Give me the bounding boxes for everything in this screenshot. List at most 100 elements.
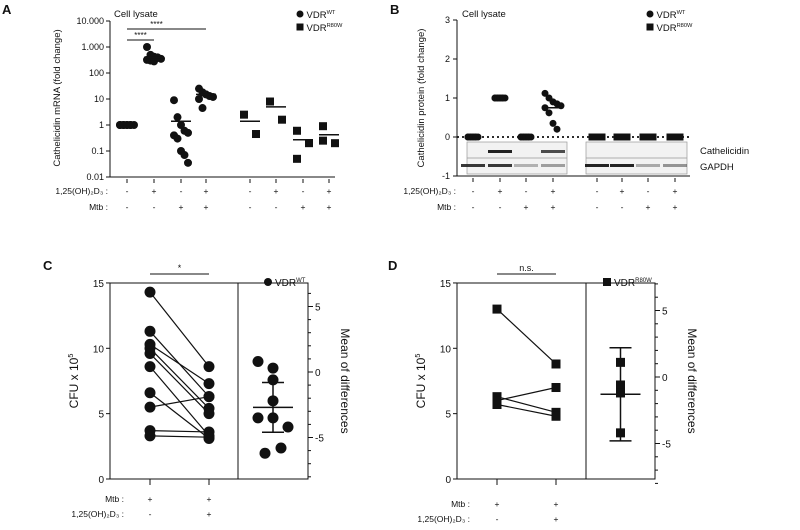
- data-point: [319, 136, 327, 145]
- treatment-sign-vitd: -: [647, 186, 650, 196]
- y-tick-label: 0: [445, 132, 450, 142]
- legend-label-r80w: VDRR80W: [614, 278, 652, 289]
- paired-line: [496, 403, 557, 417]
- data-point: [144, 430, 156, 442]
- treatment-sign-mtb: +: [204, 202, 209, 212]
- legend-label-wt: VDRWT: [657, 10, 686, 21]
- treatment-sign-vitd: -: [302, 186, 305, 196]
- data-point: [472, 133, 479, 141]
- treatment-sign-vitd: -: [496, 514, 499, 524]
- treatment-sign-mtb: -: [126, 202, 129, 212]
- data-point: [621, 133, 628, 141]
- data-point: [293, 126, 301, 135]
- legend-marker-circle: [264, 278, 272, 286]
- y-tick-label: 0.01: [86, 172, 104, 182]
- y-tick-label: 0: [98, 475, 104, 486]
- treatment-sign-mtb: +: [179, 202, 184, 212]
- difference-point: [267, 395, 279, 407]
- treatment-sign-vitd: +: [207, 509, 212, 519]
- data-point: [492, 400, 502, 410]
- paired-line: [149, 392, 210, 439]
- treatment-sign-mtb: +: [207, 494, 212, 504]
- data-point: [541, 89, 549, 97]
- data-point: [144, 401, 156, 413]
- gapdh-band: [585, 164, 609, 167]
- data-point: [203, 408, 215, 420]
- y2-axis-label: Mean of differences: [338, 328, 352, 433]
- treatment-sign-mtb: +: [327, 202, 332, 212]
- data-point: [170, 96, 178, 105]
- data-point: [647, 133, 654, 141]
- treatment-sign-mtb: -: [596, 202, 599, 212]
- paired-line: [149, 343, 210, 385]
- treatment-sign-vitd: +: [204, 186, 209, 196]
- data-point: [551, 411, 561, 421]
- legend-marker-circle: [296, 10, 304, 18]
- legend-marker-square: [296, 23, 304, 31]
- y2-tick-label: 0: [315, 368, 321, 379]
- treatment-label-mtb: Mtb :: [105, 494, 124, 504]
- data-point: [180, 151, 189, 160]
- data-point: [319, 122, 327, 131]
- significance-label: ****: [150, 20, 162, 29]
- y-tick-label: 3: [445, 15, 450, 25]
- y-axis-label: Cathelicidin mRNA (fold change): [52, 29, 63, 166]
- paired-line: [496, 386, 557, 402]
- treatment-sign-vitd: +: [551, 186, 556, 196]
- data-point: [596, 133, 603, 141]
- panel-label-a: A: [2, 2, 12, 17]
- gapdh-band: [610, 164, 634, 167]
- y2-tick-label: -5: [315, 434, 324, 445]
- paired-line: [149, 396, 210, 408]
- treatment-sign-mtb: -: [621, 202, 624, 212]
- blot-label-cathelicidin: Cathelicidin: [700, 146, 749, 157]
- y-tick-label: 15: [93, 279, 105, 290]
- data-point: [278, 115, 286, 124]
- chart-title: Cell lysate: [114, 9, 158, 20]
- data-point: [144, 286, 156, 298]
- y-tick-label: 2: [445, 54, 450, 64]
- data-point: [240, 110, 248, 119]
- gapdh-band: [636, 164, 660, 167]
- treatment-label-vitd: 1,25(OH)₂D₃ :: [71, 509, 124, 519]
- cathelicidin-band: [488, 150, 512, 153]
- paired-line: [496, 308, 557, 365]
- data-point: [126, 121, 135, 129]
- data-point: [553, 125, 561, 133]
- difference-point: [252, 412, 264, 424]
- data-point: [177, 121, 185, 129]
- significance-label: n.s.: [519, 263, 534, 273]
- difference-point: [616, 357, 625, 367]
- y-tick-label: 1: [445, 93, 450, 103]
- difference-point: [267, 362, 279, 374]
- legend-label-wt: VDRWT: [307, 10, 336, 21]
- treatment-sign-vitd: +: [620, 186, 625, 196]
- treatment-sign-vitd: -: [249, 186, 252, 196]
- data-point: [144, 325, 156, 337]
- treatment-sign-mtb: -: [249, 202, 252, 212]
- treatment-sign-mtb: +: [301, 202, 306, 212]
- data-point: [203, 361, 215, 373]
- treatment-sign-mtb: +: [524, 202, 529, 212]
- gapdh-band: [663, 164, 687, 167]
- data-point: [144, 361, 156, 373]
- panel-label-c: C: [43, 258, 53, 273]
- data-point: [525, 133, 532, 141]
- data-point: [499, 94, 506, 102]
- y-tick-label: 10: [94, 94, 104, 104]
- difference-point: [275, 442, 287, 454]
- data-point: [195, 95, 203, 103]
- data-point: [144, 348, 156, 360]
- data-point: [549, 119, 557, 127]
- gapdh-band: [461, 164, 485, 167]
- y2-tick-label: -5: [662, 440, 671, 451]
- chart-title: Cell lysate: [462, 9, 506, 20]
- difference-point: [616, 388, 625, 398]
- panel-label-d: D: [388, 258, 397, 273]
- data-point: [203, 391, 215, 403]
- paired-line: [149, 353, 210, 415]
- data-point: [184, 128, 192, 137]
- y-axis-label: CFU x 105: [413, 354, 428, 409]
- y-tick-label: 10: [93, 344, 105, 355]
- difference-point: [252, 356, 264, 368]
